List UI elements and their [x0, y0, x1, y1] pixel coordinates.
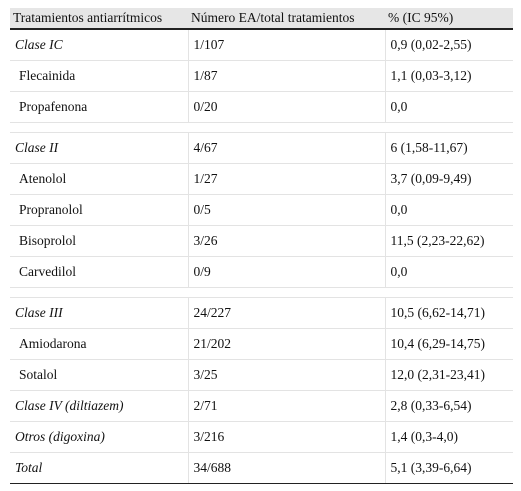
cell-treatment: Sotalol [10, 359, 189, 391]
cell-events-total: 2/71 [188, 390, 386, 422]
cell-events-total: 24/227 [188, 297, 386, 329]
header-percent-ci: % (IC 95%) [385, 8, 513, 30]
cell-events-total: 1/87 [188, 60, 386, 92]
spacer-cell [10, 122, 188, 133]
cell-events-total: 1/107 [188, 29, 386, 61]
header-events-total: Número EA/total tratamientos [188, 8, 385, 30]
table-row-group: Clase IC 1/107 0,9 (0,02-2,55) [10, 29, 513, 61]
cell-treatment: Atenolol [10, 163, 189, 195]
cell-events-total: 21/202 [188, 328, 386, 360]
cell-events-total: 0/9 [188, 256, 386, 288]
cell-percent-ci: 0,9 (0,02-2,55) [385, 29, 513, 61]
cell-events-total: 0/5 [188, 194, 386, 226]
spacer-row [10, 122, 513, 133]
table-row-group: Total 34/688 5,1 (3,39-6,64) [10, 452, 513, 484]
table-row: Sotalol 3/25 12,0 (2,31-23,41) [10, 359, 513, 391]
cell-treatment: Propafenona [10, 91, 189, 123]
table-row-group: Clase III 24/227 10,5 (6,62-14,71) [10, 297, 513, 329]
table-row-group: Clase IV (diltiazem) 2/71 2,8 (0,33-6,54) [10, 390, 513, 422]
cell-events-total: 3/25 [188, 359, 386, 391]
table-row: Flecainida 1/87 1,1 (0,03-3,12) [10, 60, 513, 92]
cell-percent-ci: 0,0 [385, 256, 513, 288]
cell-percent-ci: 12,0 (2,31-23,41) [385, 359, 513, 391]
cell-treatment: Clase III [10, 297, 189, 329]
header-row: Tratamientos antiarrítmicos Número EA/to… [10, 8, 513, 30]
table-row: Bisoprolol 3/26 11,5 (2,23-22,62) [10, 225, 513, 257]
cell-treatment: Propranolol [10, 194, 189, 226]
cell-events-total: 4/67 [188, 132, 386, 164]
table-row-group: Clase II 4/67 6 (1,58-11,67) [10, 132, 513, 164]
antiarrhythmic-table: Tratamientos antiarrítmicos Número EA/to… [10, 8, 513, 484]
cell-treatment: Clase IC [10, 29, 189, 61]
header-treatment: Tratamientos antiarrítmicos [10, 8, 188, 30]
cell-events-total: 1/27 [188, 163, 386, 195]
cell-percent-ci: 0,0 [385, 194, 513, 226]
cell-events-total: 0/20 [188, 91, 386, 123]
cell-percent-ci: 1,1 (0,03-3,12) [385, 60, 513, 92]
cell-treatment: Clase II [10, 132, 189, 164]
cell-percent-ci: 3,7 (0,09-9,49) [385, 163, 513, 195]
spacer-cell [385, 287, 513, 298]
cell-events-total: 34/688 [188, 452, 386, 484]
table-body: Clase IC 1/107 0,9 (0,02-2,55) Flecainida 1/… [10, 29, 513, 484]
spacer-row [10, 287, 513, 298]
cell-events-total: 3/216 [188, 421, 386, 453]
cell-treatment: Carvedilol [10, 256, 189, 288]
cell-treatment: Clase IV (diltiazem) [10, 390, 189, 422]
cell-percent-ci: 10,5 (6,62-14,71) [385, 297, 513, 329]
table-row: Carvedilol 0/9 0,0 [10, 256, 513, 288]
table-row: Amiodarona 21/202 10,4 (6,29-14,75) [10, 328, 513, 360]
cell-percent-ci: 1,4 (0,3-4,0) [385, 421, 513, 453]
spacer-cell [188, 122, 385, 133]
table-row: Propafenona 0/20 0,0 [10, 91, 513, 123]
cell-treatment: Amiodarona [10, 328, 189, 360]
cell-percent-ci: 10,4 (6,29-14,75) [385, 328, 513, 360]
spacer-cell [385, 122, 513, 133]
table-row-group: Otros (digoxina) 3/216 1,4 (0,3-4,0) [10, 421, 513, 453]
cell-percent-ci: 0,0 [385, 91, 513, 123]
cell-treatment: Total [10, 452, 189, 484]
table-row: Atenolol 1/27 3,7 (0,09-9,49) [10, 163, 513, 195]
spacer-cell [10, 287, 188, 298]
cell-percent-ci: 2,8 (0,33-6,54) [385, 390, 513, 422]
cell-percent-ci: 11,5 (2,23-22,62) [385, 225, 513, 257]
cell-treatment: Otros (digoxina) [10, 421, 189, 453]
cell-percent-ci: 5,1 (3,39-6,64) [385, 452, 513, 484]
cell-treatment: Bisoprolol [10, 225, 189, 257]
spacer-cell [188, 287, 385, 298]
table-row: Propranolol 0/5 0,0 [10, 194, 513, 226]
cell-percent-ci: 6 (1,58-11,67) [385, 132, 513, 164]
cell-events-total: 3/26 [188, 225, 386, 257]
cell-treatment: Flecainida [10, 60, 189, 92]
